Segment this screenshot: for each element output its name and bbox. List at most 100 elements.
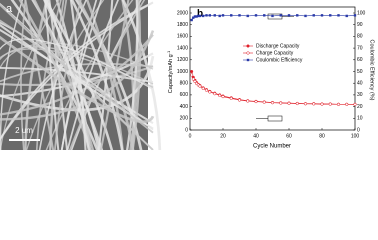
marker (204, 88, 209, 92)
x-tick-label: 100 (351, 133, 360, 139)
y2-tick-label: 20 (357, 104, 363, 110)
fiber (125, 0, 139, 150)
fiber (33, 0, 95, 150)
x-tick-label: 80 (319, 133, 325, 139)
marker (320, 102, 324, 106)
y2-tick-label: 60 (357, 57, 363, 63)
x-tick-label: 40 (253, 133, 259, 139)
panel-label: b (197, 9, 203, 20)
y-tick-label: 0 (185, 127, 188, 133)
marker (202, 14, 205, 18)
y-tick-label: 1200 (177, 57, 188, 63)
fiber (99, 0, 130, 150)
marker (271, 14, 274, 18)
marker (279, 14, 282, 17)
fiber (0, 0, 24, 150)
marker (303, 102, 308, 106)
figure: a 2 um b Cycle Number Capacity/mAh g-1 C… (0, 0, 375, 150)
fiber (0, 30, 155, 121)
marker (353, 14, 357, 17)
y2-axis-title: Coulombic Efficiency (%) (369, 39, 375, 100)
marker (263, 14, 266, 17)
annotation-box (267, 115, 283, 122)
fiber (38, 0, 87, 150)
marker (190, 69, 194, 74)
plot-frame (189, 6, 356, 131)
marker (213, 14, 216, 17)
fiber (20, 0, 27, 150)
fiber (0, 19, 154, 134)
panel-label: a (6, 3, 13, 15)
fiber (0, 38, 154, 90)
marker (205, 14, 208, 17)
y-tick-label: 600 (180, 92, 189, 98)
marker (262, 100, 266, 104)
marker (201, 86, 205, 91)
marker (230, 14, 233, 17)
marker (198, 14, 202, 18)
y-tick-label: 400 (180, 104, 189, 110)
fiber (42, 0, 101, 150)
marker (254, 14, 258, 17)
y2-tick-label: 10 (357, 116, 363, 122)
marker (328, 102, 332, 106)
y-tick-label: 200 (180, 116, 189, 122)
x-tick-label: 20 (220, 133, 226, 139)
fiber (24, 0, 48, 150)
marker (345, 102, 349, 106)
y-axis-title-sup: -1 (166, 50, 171, 54)
marker (213, 92, 217, 96)
sem-image (0, 0, 162, 150)
marker (304, 14, 307, 18)
legend-label: Discharge Capacity (256, 43, 300, 49)
marker (337, 14, 340, 17)
y2-tick-label: 0 (357, 127, 360, 133)
marker (218, 14, 221, 18)
page: a 2 um b Cycle Number Capacity/mAh g-1 C… (0, 0, 375, 150)
y-tick-label: 2000 (177, 10, 188, 16)
y2-tick-label: 80 (357, 34, 363, 40)
y2-tick-label: 70 (357, 45, 363, 51)
series-line (191, 71, 355, 105)
marker (246, 99, 250, 103)
marker (336, 102, 341, 106)
x-axis-title: Cycle Number (253, 144, 291, 150)
fiber (121, 0, 162, 150)
marker (193, 15, 197, 18)
y-tick-label: 1800 (177, 22, 188, 28)
marker (296, 14, 299, 17)
marker (193, 79, 197, 83)
y2-tick-label: 90 (357, 22, 363, 28)
marker (279, 101, 283, 105)
marker (270, 101, 275, 105)
legend-marker (246, 58, 250, 62)
fiber (0, 35, 155, 124)
marker (221, 14, 225, 17)
y2-tick-label: 50 (357, 69, 363, 75)
marker (218, 93, 222, 98)
marker (221, 95, 225, 99)
marker (195, 15, 198, 18)
fiber (77, 0, 135, 150)
marker (237, 98, 242, 102)
marker (208, 90, 212, 94)
fiber (69, 0, 87, 150)
y-tick-label: 1400 (177, 45, 188, 51)
marker (197, 14, 200, 18)
legend-label: Coulombic Efficiency (256, 57, 303, 63)
marker (190, 73, 194, 77)
marker (246, 14, 249, 18)
marker (238, 14, 241, 17)
marker (190, 18, 193, 22)
marker (345, 14, 348, 18)
fiber (131, 0, 142, 150)
marker (353, 102, 357, 106)
marker (229, 96, 233, 100)
marker (191, 77, 195, 81)
fiber (25, 0, 49, 150)
fiber (54, 0, 82, 150)
marker (192, 16, 195, 19)
fiber (35, 0, 62, 150)
marker (295, 102, 299, 106)
legend-marker (246, 51, 250, 55)
